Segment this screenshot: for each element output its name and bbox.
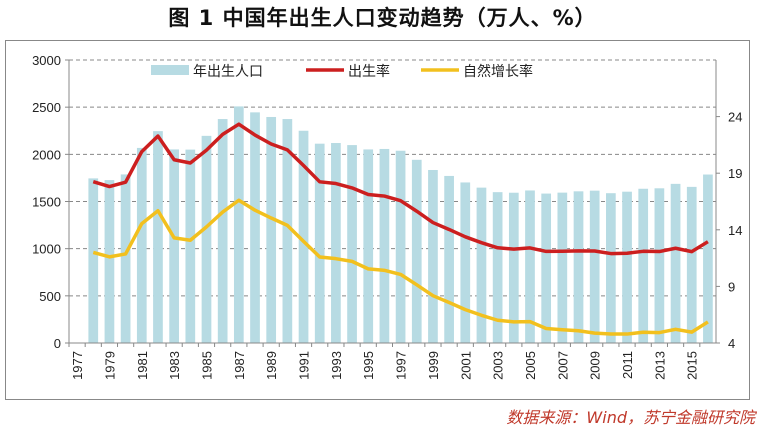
bar (250, 112, 260, 343)
right-tick-label: 19 (728, 166, 742, 181)
x-tick-label: 2007 (555, 351, 570, 380)
left-tick-label: 3000 (32, 53, 61, 68)
right-tick-label: 4 (728, 336, 735, 351)
bar (282, 119, 293, 343)
bar (525, 190, 535, 343)
x-tick-label: 1989 (264, 351, 279, 380)
bar (233, 106, 244, 343)
bar (573, 191, 584, 343)
bar (606, 193, 616, 343)
series-line-birth-rate (92, 122, 709, 256)
x-tick-label: 2015 (685, 351, 700, 380)
source-note: 数据来源：Wind，苏宁金融研究院 (506, 408, 755, 427)
bar (428, 169, 438, 343)
bar (217, 119, 228, 343)
bar (347, 145, 357, 343)
left-tick-label: 2000 (32, 147, 61, 162)
bar (136, 147, 147, 343)
x-tick-label: 1987 (232, 351, 247, 380)
x-tick-label: 1993 (329, 351, 344, 380)
right-tick-label: 14 (728, 223, 742, 238)
x-tick-label: 2003 (491, 351, 506, 380)
bar (411, 159, 422, 343)
bar (460, 182, 471, 343)
x-tick-label: 1991 (297, 351, 312, 380)
left-tick-label: 1000 (32, 242, 61, 257)
chart-title: 图 1 中国年出生人口变动趋势（万人、%） (168, 6, 597, 30)
x-tick-label: 2011 (620, 351, 635, 379)
bar (298, 130, 309, 343)
bar (120, 174, 131, 343)
left-tick-label: 0 (54, 336, 61, 351)
series-line-natural-growth-rate (92, 198, 709, 336)
bar (266, 116, 277, 344)
bar (185, 149, 196, 343)
bar (104, 180, 115, 343)
bar (589, 190, 600, 343)
bar (153, 131, 163, 343)
bar (638, 188, 649, 343)
bar (331, 143, 341, 343)
left-tick-label: 2500 (32, 100, 61, 115)
legend-label: 出生率 (348, 63, 390, 80)
bar (703, 174, 713, 343)
x-tick-label: 1997 (394, 351, 409, 380)
bar (686, 186, 697, 343)
x-tick-label: 2001 (458, 351, 473, 380)
bar (169, 149, 179, 343)
x-tick-label: 2005 (523, 351, 538, 380)
bar (670, 183, 681, 343)
x-tick-label: 1977 (70, 351, 85, 380)
left-tick-label: 500 (39, 289, 61, 304)
bar (201, 135, 212, 343)
bar (557, 192, 568, 343)
legend-label: 自然增长率 (463, 63, 533, 80)
chart-frame: 0 500 1000 1500 2000 2500 3000 4 9 14 19 24 1977 1979… (5, 40, 750, 400)
bar (541, 193, 552, 343)
bar (492, 192, 503, 343)
bar (508, 192, 519, 343)
left-tick-label: 1500 (32, 195, 61, 210)
x-tick-label: 1995 (361, 351, 376, 380)
bar (88, 178, 99, 343)
legend-swatch-bar (151, 65, 189, 75)
x-tick-label: 2009 (588, 351, 603, 380)
x-tick-label: 1979 (102, 351, 117, 380)
x-tick-label: 1983 (167, 351, 182, 380)
bar (654, 188, 665, 343)
x-tick-label: 1985 (199, 351, 214, 380)
right-tick-label: 9 (728, 279, 735, 294)
x-tick-label: 1999 (426, 351, 441, 380)
chart: 0 500 1000 1500 2000 2500 3000 4 9 14 19 24 1977 1979… (32, 53, 742, 380)
x-tick-label: 2013 (652, 351, 667, 380)
bar (379, 148, 390, 343)
bar (314, 143, 325, 343)
legend-label: 年出生人口 (193, 64, 263, 80)
bar (622, 191, 632, 343)
x-tick-label: 1981 (135, 351, 150, 380)
bar (476, 187, 487, 343)
bar (395, 150, 406, 343)
bar (363, 149, 374, 343)
bar (444, 175, 454, 343)
right-tick-label: 24 (728, 110, 742, 125)
